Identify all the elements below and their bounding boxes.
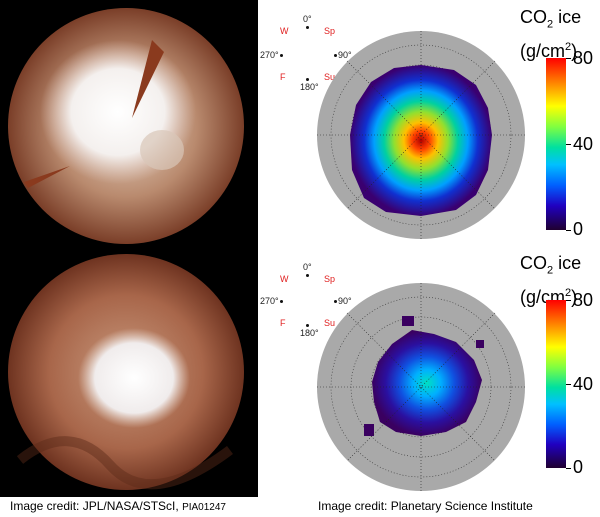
compass-spring: Sp [324,274,336,284]
compass-summer: Su [324,72,336,82]
compass-90: 90° [338,50,352,60]
compass-rose-bottom: 0° W Sp 270° 90° F Su 180° [258,262,358,338]
co2-ice-map-top [316,30,526,240]
compass-north: 0° [303,262,312,272]
colorbar-tick-40: 40 [573,134,594,154]
compass-180: 180° [300,82,319,92]
colorbar-tick-40: 40 [573,374,594,394]
polar-cap-photo-top [0,0,258,248]
model-credit: Image credit: Planetary Science Institut… [318,499,533,513]
colorbar-tick-0: 0 [573,219,584,239]
compass-west: W [280,26,289,36]
co2-ice-map-bottom [316,282,526,492]
colorbar-tick-0: 0 [573,457,584,477]
compass-90: 90° [338,296,352,306]
compass-270: 270° [260,296,279,306]
compass-rose-top: 0° W Sp 270° 90° F Su 180° [258,14,358,92]
photo-credit-id: PIA01247 [182,502,226,513]
colorbar-gradient [546,300,566,468]
compass-fall: F [280,72,286,82]
compass-270: 270° [260,50,279,60]
compass-north: 0° [303,14,312,24]
photo-panel [0,0,258,497]
colorbar-title: CO2 ice (g/cm2) [520,7,582,61]
photo-credit-text: Image credit: JPL/NASA/STScI, [10,499,183,513]
compass-fall: F [280,318,286,328]
colorbar-tick-80: 80 [573,48,594,68]
compass-spring: Sp [324,26,336,36]
colorbar-tick-80: 80 [573,290,594,310]
photo-credit: Image credit: JPL/NASA/STScI, PIA01247 [10,499,226,513]
compass-180: 180° [300,328,319,338]
colorbar-top: CO2 ice (g/cm2) 80 40 0 [516,6,600,246]
compass-west: W [280,274,289,284]
colorbar-gradient [546,58,566,230]
polar-cap-photo-bottom [0,250,258,498]
compass-summer: Su [324,318,336,328]
colorbar-bottom: CO2 ice (g/cm2) 80 40 0 [516,252,600,492]
